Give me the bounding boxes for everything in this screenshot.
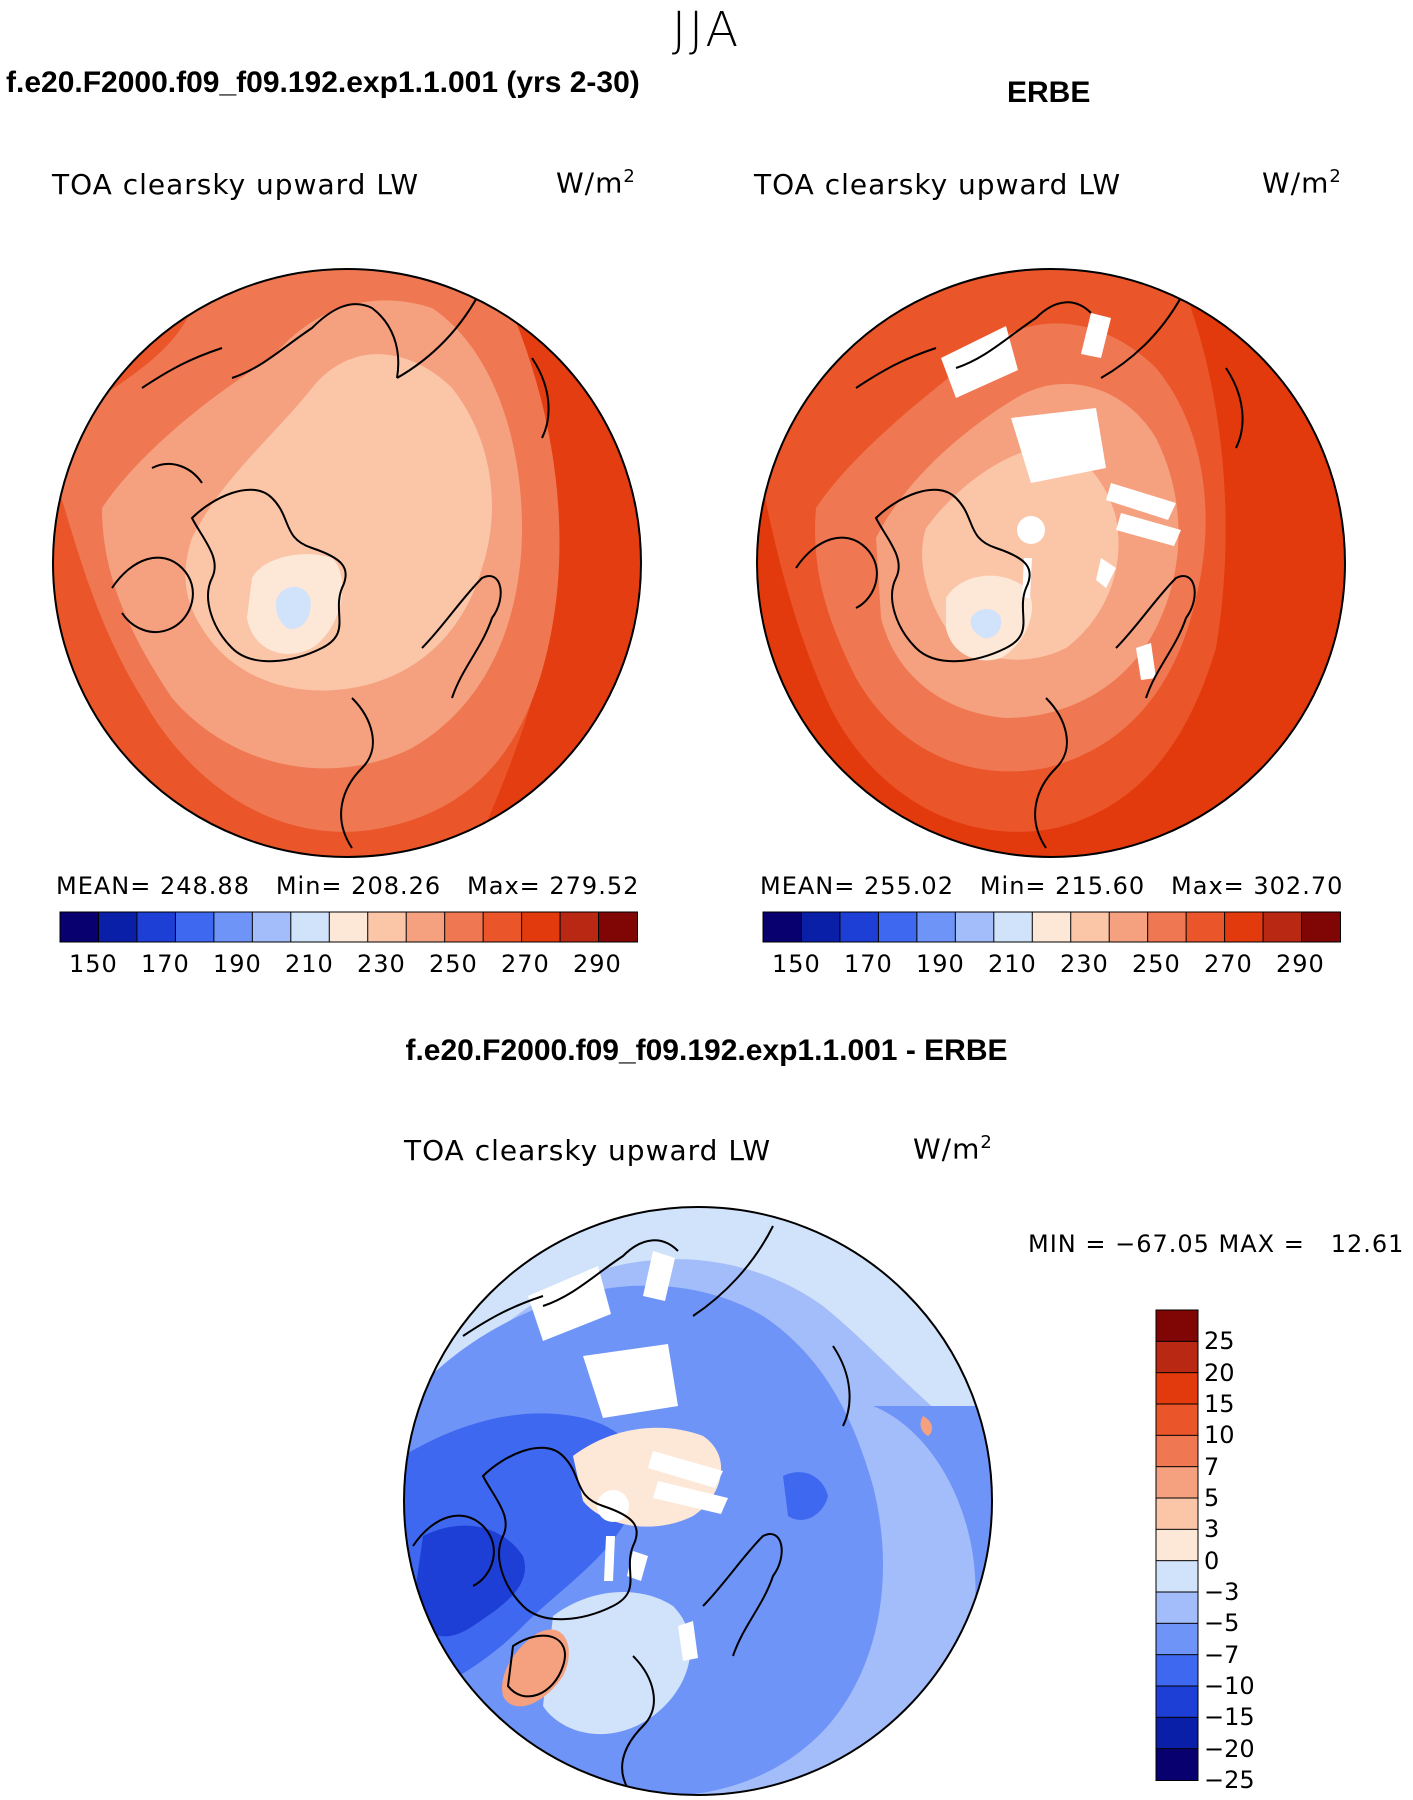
colorbar-swatch	[251, 911, 292, 943]
model-cb-tick: 210	[285, 950, 334, 978]
colorbar-swatch	[1155, 1372, 1199, 1405]
model-cb-tick: 190	[213, 950, 262, 978]
model-variable-label: TOA clearsky upward LW	[52, 168, 420, 201]
colorbar-swatch	[1155, 1403, 1199, 1437]
colorbar-swatch	[800, 911, 841, 943]
colorbar-swatch	[1070, 911, 1111, 943]
colorbar-swatch	[598, 911, 639, 943]
obs-cb-tick: 190	[916, 950, 965, 978]
colorbar-swatch	[993, 911, 1034, 943]
diff-polar-map	[403, 1206, 993, 1796]
obs-variable-label: TOA clearsky upward LW	[754, 168, 1122, 201]
diff-panel-title: f.e20.F2000.f09_f09.192.exp1.1.001 - ERB…	[405, 1034, 1008, 1067]
colorbar-swatch	[59, 911, 100, 943]
season-title: JJA	[671, 2, 742, 58]
colorbar-swatch	[1224, 911, 1265, 943]
obs-colorbar	[762, 911, 1342, 943]
obs-units-label: W/m2	[1262, 166, 1342, 200]
diff-colorbar-ticks: 25 20 15 10 7 5 3 0 −3 −5 −7 −10 −15 −20 −25	[1204, 1310, 1294, 1794]
diff-variable-label: TOA clearsky upward LW	[404, 1134, 772, 1167]
colorbar-swatch	[839, 911, 880, 943]
colorbar-swatch	[1185, 911, 1226, 943]
obs-polar-map	[756, 268, 1346, 858]
colorbar-swatch	[1155, 1340, 1199, 1374]
obs-cb-tick: 230	[1060, 950, 1109, 978]
colorbar-swatch	[1155, 1685, 1199, 1719]
obs-cb-tick: 250	[1132, 950, 1181, 978]
colorbar-swatch	[1155, 1622, 1199, 1656]
diff-cb-tick: −20	[1204, 1734, 1255, 1763]
obs-cb-tick: 210	[988, 950, 1037, 978]
model-cb-tick: 150	[69, 950, 118, 978]
colorbar-swatch	[954, 911, 995, 943]
obs-cb-tick: 290	[1276, 950, 1325, 978]
colorbar-swatch	[1155, 1716, 1199, 1750]
model-stats: MEAN= 248.88 Min= 208.26 Max= 279.52	[56, 872, 640, 900]
colorbar-swatch	[405, 911, 446, 943]
model-panel-title: f.e20.F2000.f09_f09.192.exp1.1.001 (yrs …	[6, 66, 640, 99]
obs-colorbar-ticks: 150 170 190 210 230 250 270 290	[763, 950, 1340, 980]
diff-units-label: W/m2	[913, 1132, 993, 1166]
colorbar-swatch	[1155, 1654, 1199, 1688]
diff-cb-tick: 10	[1204, 1421, 1235, 1450]
colorbar-swatch	[444, 911, 485, 943]
colorbar-swatch	[1155, 1497, 1199, 1531]
diff-stats: MIN = −67.05 MAX = 12.61	[1028, 1230, 1405, 1258]
colorbar-swatch	[328, 911, 369, 943]
diff-cb-tick: 3	[1204, 1515, 1220, 1544]
colorbar-swatch	[1155, 1591, 1199, 1625]
colorbar-swatch	[559, 911, 600, 943]
colorbar-swatch	[1155, 1309, 1199, 1343]
obs-cb-tick: 150	[772, 950, 821, 978]
diff-colorbar	[1155, 1309, 1199, 1782]
diff-cb-tick: 25	[1204, 1327, 1235, 1356]
colorbar-swatch	[877, 911, 918, 943]
diff-cb-tick: 7	[1204, 1452, 1220, 1481]
colorbar-swatch	[1262, 911, 1303, 943]
colorbar-swatch	[762, 911, 803, 943]
colorbar-swatch	[1301, 911, 1342, 943]
model-cb-tick: 230	[357, 950, 406, 978]
model-cb-tick: 270	[501, 950, 550, 978]
colorbar-swatch	[367, 911, 408, 943]
model-cb-tick: 250	[429, 950, 478, 978]
model-units-label: W/m2	[556, 166, 636, 200]
diff-cb-tick: −5	[1204, 1609, 1240, 1638]
diff-cb-tick: −15	[1204, 1703, 1255, 1732]
colorbar-swatch	[1147, 911, 1188, 943]
diff-cb-tick: 0	[1204, 1546, 1220, 1575]
colorbar-swatch	[1155, 1466, 1199, 1499]
colorbar-swatch	[290, 911, 331, 943]
colorbar-swatch	[97, 911, 138, 943]
obs-panel-title: ERBE	[1007, 76, 1091, 109]
colorbar-swatch	[1108, 911, 1149, 943]
diff-cb-tick: 15	[1204, 1390, 1235, 1418]
colorbar-swatch	[482, 911, 523, 943]
model-cb-tick: 290	[573, 950, 622, 978]
diff-cb-tick: −25	[1204, 1766, 1255, 1794]
colorbar-swatch	[174, 911, 215, 943]
colorbar-swatch	[1155, 1748, 1199, 1782]
obs-cb-tick: 170	[844, 950, 893, 978]
colorbar-swatch	[1031, 911, 1072, 943]
obs-stats: MEAN= 255.02 Min= 215.60 Max= 302.70	[760, 872, 1344, 900]
colorbar-swatch	[213, 911, 254, 943]
colorbar-swatch	[916, 911, 957, 943]
colorbar-swatch	[1155, 1434, 1199, 1468]
model-polar-map	[52, 268, 642, 858]
diff-cb-tick: −10	[1204, 1672, 1255, 1700]
diff-cb-tick: 5	[1204, 1484, 1220, 1512]
obs-cb-tick: 270	[1204, 950, 1253, 978]
model-colorbar	[59, 911, 639, 943]
colorbar-swatch	[1155, 1560, 1199, 1593]
diff-cb-tick: −7	[1204, 1640, 1240, 1669]
colorbar-swatch	[136, 911, 177, 943]
model-colorbar-ticks: 150 170 190 210 230 250 270 290	[60, 950, 637, 980]
diff-cb-tick: −3	[1204, 1578, 1240, 1606]
colorbar-swatch	[1155, 1528, 1199, 1562]
model-cb-tick: 170	[141, 950, 190, 978]
colorbar-swatch	[521, 911, 562, 943]
diff-cb-tick: 20	[1204, 1358, 1235, 1387]
